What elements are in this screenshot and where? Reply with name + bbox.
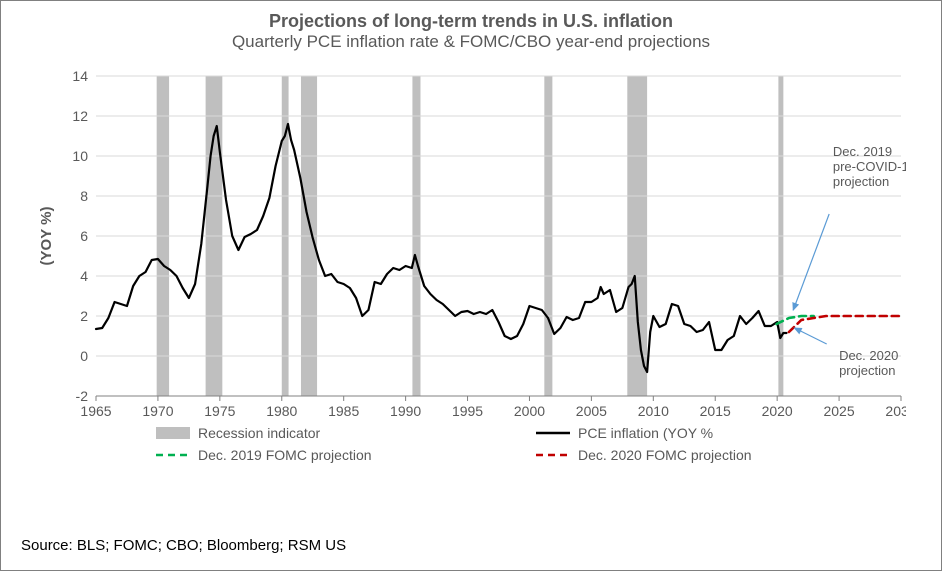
x-tick-label: 2010: [638, 403, 669, 419]
y-axis-label: (YOY %): [38, 207, 55, 266]
y-tick-label: 10: [72, 148, 88, 164]
legend-label: Recession indicator: [198, 425, 321, 441]
fomc-2020-line: [789, 316, 901, 332]
annotation-pre-covid-text: pre-COVID-19: [833, 159, 906, 174]
x-tick-label: 1985: [328, 403, 359, 419]
chart-subtitle: Quarterly PCE inflation rate & FOMC/CBO …: [1, 32, 941, 52]
source-text: Source: BLS; FOMC; CBO; Bloomberg; RSM U…: [21, 537, 346, 554]
y-tick-label: 4: [80, 268, 88, 284]
pce-line: [96, 124, 786, 372]
legend-swatch: [156, 427, 190, 439]
legend-label: Dec. 2019 FOMC projection: [198, 447, 372, 463]
annotation-pre-covid-text: Dec. 2019: [833, 144, 892, 159]
x-tick-label: 1975: [204, 403, 235, 419]
y-tick-label: 0: [80, 348, 88, 364]
x-tick-label: 2020: [762, 403, 793, 419]
y-tick-label: -2: [76, 388, 89, 404]
y-tick-label: 14: [72, 68, 88, 84]
y-tick-label: 12: [72, 108, 88, 124]
x-tick-label: 2005: [576, 403, 607, 419]
x-tick-label: 1970: [142, 403, 173, 419]
plot-area: -2 0 2 4 6 8 10 12 14 (YOY %) 1965 1970 1975 1980 1985…: [36, 66, 906, 491]
legend-label: Dec. 2020 FOMC projection: [578, 447, 752, 463]
x-tick-label: 1995: [452, 403, 483, 419]
x-tick-label: 2000: [514, 403, 545, 419]
x-tick-label: 1990: [390, 403, 421, 419]
x-tick-label: 1965: [80, 403, 111, 419]
y-tick-label: 8: [80, 188, 88, 204]
x-tick-label: 2015: [700, 403, 731, 419]
x-tick-label: 2025: [823, 403, 854, 419]
legend-label: PCE inflation (YOY %: [578, 425, 713, 441]
annotation-pre-covid-text: projection: [833, 174, 889, 189]
annotation-dec2020-text: projection: [839, 363, 895, 378]
x-tick-label: 1980: [266, 403, 297, 419]
chart-title: Projections of long-term trends in U.S. …: [1, 11, 941, 32]
chart-container: Projections of long-term trends in U.S. …: [0, 0, 942, 571]
annotation-dec2020-arrow: [794, 328, 826, 344]
x-tick-label: 2030: [885, 403, 906, 419]
annotation-pre-covid-arrow: [793, 214, 829, 310]
y-tick-label: 6: [80, 228, 88, 244]
annotation-dec2020-text: Dec. 2020: [839, 348, 898, 363]
y-tick-label: 2: [80, 308, 88, 324]
